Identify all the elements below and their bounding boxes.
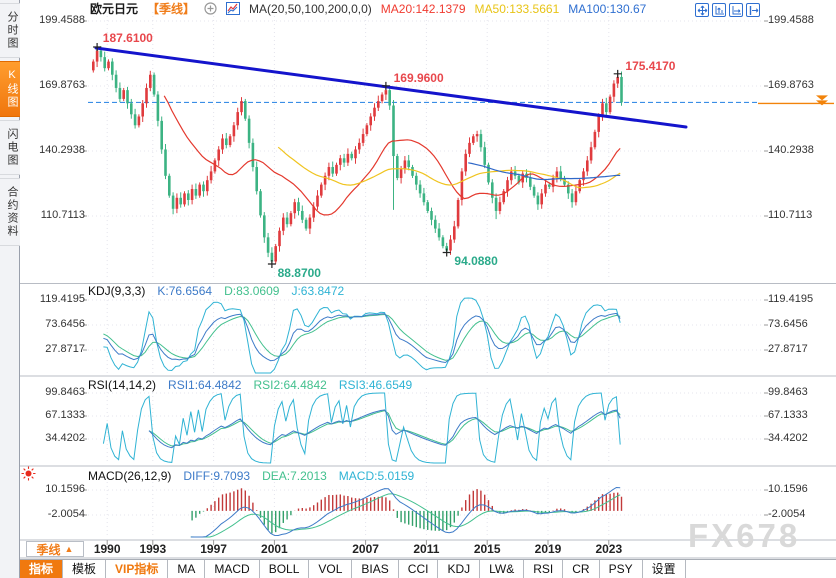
toolbar-tab-5[interactable]: BOLL [260, 560, 310, 578]
axis-label: 73.6456 [768, 318, 808, 330]
price-annotation-175.4170: 175.4170 [625, 58, 676, 73]
symbol-title: 欧元日元 [90, 2, 139, 16]
toolbar-tab-9[interactable]: KDJ [438, 560, 481, 578]
zoom-horizontal-icon[interactable] [729, 3, 743, 17]
x-axis-year-label: 1997 [200, 542, 227, 556]
axis-label: 169.8763 [768, 79, 814, 91]
toolbar-tab-13[interactable]: PSY [600, 560, 643, 578]
price-annotation-169.9600: 169.9600 [393, 70, 444, 85]
sidebar-item-1[interactable]: K线图 [0, 61, 20, 117]
macd-dea-value: DEA:7.2013 [262, 469, 327, 483]
axis-label: 27.8717 [45, 343, 85, 355]
axis-label: 34.4202 [45, 432, 85, 444]
macd-title: MACD(26,12,9) [88, 469, 172, 483]
toolbar-tab-3[interactable]: MA [168, 560, 206, 578]
price-annotation-94.0880: 94.0880 [454, 253, 498, 268]
ma-chart-icon[interactable] [226, 2, 241, 15]
toolbar-tab-7[interactable]: BIAS [352, 560, 399, 578]
caret-up-icon: ▲ [64, 544, 74, 554]
sidebar-item-2[interactable]: 闪电图 [0, 120, 20, 175]
axis-label: 10.1596 [45, 483, 85, 495]
x-axis-year-label: 1993 [139, 542, 167, 556]
period-selector[interactable]: 季线 ▲ [26, 541, 84, 557]
axis-label: 67.1333 [768, 409, 808, 421]
ma-formula: MA(20,50,100,200,0,0) [249, 1, 372, 16]
price-annotation-88.8700: 88.8700 [277, 265, 321, 280]
sidebar-item-0[interactable]: 分时图 [0, 3, 20, 58]
toolbar-tab-8[interactable]: CCI [399, 560, 439, 578]
zoom-vertical-icon[interactable] [712, 3, 726, 17]
axis-label: 199.4588 [768, 14, 814, 26]
rsi2-value: RSI2:64.4842 [253, 378, 327, 392]
toolbar-tab-4[interactable]: MACD [205, 560, 260, 578]
rsi-panel-header: RSI(14,14,2) RSI1:64.4842 RSI2:64.4842 R… [88, 378, 412, 392]
kdj-panel-header: KDJ(9,3,3) K:76.6564 D:83.0609 J:63.8472 [88, 284, 344, 298]
sidebar-item-3[interactable]: 合约资料 [0, 178, 20, 246]
macd-diff-value: DIFF:9.7093 [183, 469, 251, 483]
axis-label: 34.4202 [768, 432, 808, 444]
toolbar-tab-0[interactable]: 指标 [20, 560, 64, 578]
macd-macd-value: MACD:5.0159 [338, 469, 415, 483]
toolbar-tab-14[interactable]: 设置 [643, 560, 686, 578]
macd-panel-header: MACD(26,12,9) DIFF:9.7093 DEA:7.2013 MAC… [88, 469, 414, 483]
bottom-toolbar: 指标 模板 VIP指标 MA MACD BOLL VOL BIAS CCI KDJ LW& RSI CR… [20, 559, 836, 578]
axis-label: 99.8463 [45, 386, 85, 398]
toolbar-tab-11[interactable]: RSI [524, 560, 564, 578]
toolbar-tab-10[interactable]: LW& [480, 560, 525, 578]
rsi3-value: RSI3:46.6549 [338, 378, 413, 392]
chart-header: 欧元日元 【季线】 MA(20,50,100,200,0,0) MA20:142… [90, 1, 647, 17]
period-selector-label: 季线 [36, 542, 61, 557]
x-axis-year-label: 2001 [261, 542, 288, 556]
x-axis-year-label: 2011 [413, 542, 440, 556]
axis-label: 99.8463 [768, 386, 808, 398]
rsi-title: RSI(14,14,2) [88, 378, 157, 392]
axis-label: 199.4588 [39, 14, 85, 26]
x-axis-year-label: 2019 [534, 542, 562, 556]
axis-label: 10.1596 [768, 483, 808, 495]
ma100-value: MA100:130.67 [568, 1, 647, 16]
kdj-title: KDJ(9,3,3) [88, 284, 146, 298]
x-axis-year-label: 1990 [93, 542, 121, 556]
x-axis-year-label: 2007 [352, 542, 379, 556]
axis-label: 169.8763 [39, 79, 85, 91]
kdj-d-value: D:83.0609 [224, 284, 280, 298]
add-indicator-icon[interactable] [204, 2, 217, 15]
toolbar-tab-6[interactable]: VOL [309, 560, 353, 578]
axis-label: 140.2938 [768, 144, 814, 156]
kdj-k-value: K:76.6564 [157, 284, 213, 298]
toolbar-tab-2[interactable]: VIP指标 [106, 560, 169, 578]
axis-label: 67.1333 [45, 409, 85, 421]
axis-label: -2.0054 [47, 508, 85, 520]
x-axis-year-label: 2015 [473, 542, 501, 556]
toolbar-tab-1[interactable]: 模板 [63, 560, 107, 578]
watermark: FX678 [688, 517, 801, 554]
rsi1-value: RSI1:64.4842 [168, 378, 242, 392]
x-axis-year-label: 2023 [595, 542, 623, 556]
toolbar-tab-12[interactable]: CR [563, 560, 600, 578]
header-tools [695, 3, 760, 17]
axis-label: 140.2938 [39, 144, 85, 156]
axis-label: -2.0054 [768, 508, 806, 520]
pan-icon[interactable] [695, 3, 709, 17]
screen-switch-icon[interactable] [746, 3, 760, 17]
kdj-j-value: J:63.8472 [291, 284, 345, 298]
indicator-alert-icon[interactable] [21, 466, 36, 486]
period-tag: 【季线】 [147, 2, 196, 16]
ma20-value: MA20:142.1379 [380, 1, 466, 16]
axis-label: 119.4195 [39, 293, 85, 305]
ma50-value: MA50:133.5661 [474, 1, 560, 16]
axis-label: 119.4195 [768, 293, 814, 305]
axis-label: 73.6456 [45, 318, 85, 330]
axis-label: 110.7113 [768, 209, 813, 221]
price-annotation-187.6100: 187.6100 [102, 31, 153, 46]
axis-label: 110.7113 [40, 209, 85, 221]
axis-label: 27.8717 [768, 343, 808, 355]
sidebar: 分时图 K线图闪电图合约资料 [0, 0, 20, 578]
